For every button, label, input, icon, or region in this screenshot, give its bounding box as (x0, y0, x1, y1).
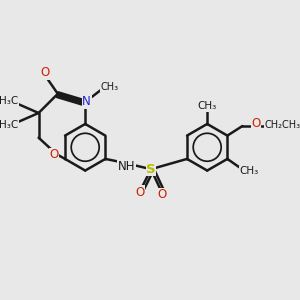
Text: O: O (41, 66, 50, 79)
Text: S: S (146, 163, 156, 176)
Text: O: O (50, 148, 59, 161)
Text: CH₂CH₃: CH₂CH₃ (264, 120, 300, 130)
Text: NH: NH (118, 160, 135, 173)
Text: O: O (251, 117, 261, 130)
Text: N: N (82, 95, 91, 108)
Text: CH₃: CH₃ (240, 166, 259, 176)
Text: O: O (135, 186, 145, 199)
Text: CH₃: CH₃ (101, 82, 119, 92)
Text: H₃C: H₃C (0, 96, 18, 106)
Text: CH₃: CH₃ (198, 101, 217, 111)
Text: O: O (157, 188, 167, 201)
Text: H₃C: H₃C (0, 120, 18, 130)
